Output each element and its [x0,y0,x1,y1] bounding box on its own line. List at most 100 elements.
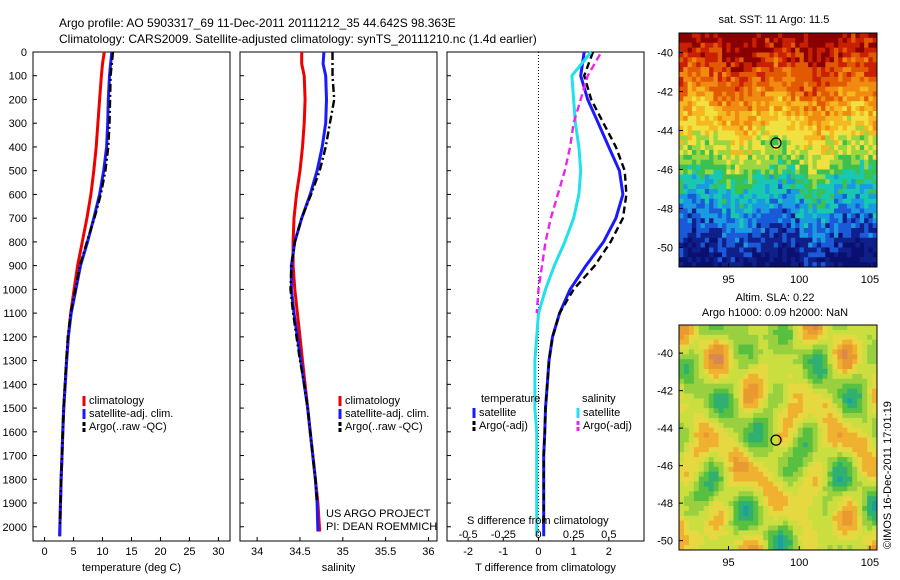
sst_map-cell [842,242,848,249]
sla_map-cell [842,515,848,522]
sla_map-cell [817,422,824,429]
sla_map-cell [763,496,769,502]
sst_map-cell [691,125,697,132]
sst_map-cell [786,169,792,175]
sst_map-cell [864,120,869,127]
sla_map-cell [802,505,809,512]
sst_map-cell [704,262,710,268]
sst_map-cell [808,37,813,44]
sst_map-cell [679,174,684,180]
sst_map-cell [829,169,835,175]
sla_map-cell [713,329,720,336]
sla_map-cell [748,486,754,492]
sst_map-cell [864,67,869,73]
sla_map-cell [698,378,705,385]
sst_map-cell [803,237,809,244]
sst_map-cell [726,218,732,224]
sla_map-cell [827,393,833,399]
sla_map-cell [703,471,710,478]
sst_map-cell [683,223,689,229]
sla_map-cell [698,461,705,468]
sla_map-cell [768,388,774,394]
sst_map-cell [730,232,736,239]
sst_map-cell [709,203,714,210]
sst_map-cell [786,208,792,214]
sla_map-cell [847,496,853,502]
sla_map-cell [867,388,873,394]
sst_map-cell [760,81,766,88]
sst_map-cell [799,169,805,175]
sst_map-cell [829,47,835,54]
sst_map-cell [778,111,783,117]
sst_map-cell [872,106,878,112]
sst_map-cell [778,52,783,58]
sst_map-cell [743,106,749,112]
sst_map-cell [730,130,736,136]
sst_map-cell [864,33,869,39]
sst_map-cell [846,184,852,190]
sst_map-cell [709,120,714,127]
sla_map-cell [832,417,838,424]
credit-label: ©IMOS 16-Dec-2011 17:01:19 [882,401,894,549]
temperature-ytick-label: 1300 [3,356,27,368]
sla_map-cell [733,545,739,551]
sla_map-cell [733,457,739,463]
sst_map-cell [765,193,770,200]
sla_map-cell [758,339,764,346]
sla_map-cell [728,417,734,424]
sst_map-cell [700,242,706,249]
sla_map-cell [743,413,749,419]
sla_map-cell [753,452,759,458]
sst_map-cell [872,37,878,44]
sst_map-cell [713,42,719,49]
difference-profile-panel: -2 -1 0 1 2T difference from climatology-0.5… [446,51,645,574]
sst_map-cell [691,57,697,63]
sla_map-cell [852,388,858,394]
sst_map-cell [752,193,757,200]
sla_map-cell [807,442,814,448]
sst_map-cell [756,164,762,171]
sla_map-cell [832,525,838,531]
sla_map-cell [753,432,759,438]
sst_map-cell [722,169,727,175]
sla_map-cell [723,466,729,473]
sla_map-cell [768,432,774,438]
sla_map-cell [713,432,720,438]
sla_map-cell [792,378,799,385]
sst_map-cell [739,193,745,200]
sst_map-cell [696,184,702,190]
sla_map-cell [763,515,769,522]
sst_map-cell [778,174,783,180]
sst_map-cell [808,96,813,102]
sla_map-cell [679,486,685,492]
sla_map-cell [698,491,705,497]
sst_map-cell [872,232,878,239]
sst_map-cell [855,62,861,68]
sla_map-cell [872,525,878,531]
sla_map-cell [763,505,769,512]
sla_map-cell [852,486,858,492]
sla_map-cell [708,344,715,350]
sst_map-cell [747,145,753,151]
sla_map-cell [778,530,784,536]
sla_map-cell [822,481,828,487]
sst_map-cell [730,150,736,156]
sst_map-cell [773,193,779,200]
sla_map-ytick-label: -50 [657,536,673,548]
sla_map-cell [718,481,725,487]
sla_map-cell [787,422,794,429]
sst_map-cell [859,193,865,200]
sst_map-cell [782,208,788,214]
sla_map-cell [723,515,729,522]
sst_map-cell [812,76,818,83]
sla_map-cell [773,344,779,350]
sla_map-cell [827,334,833,341]
sst_map-cell [864,125,869,132]
sst_map-cell [717,33,723,39]
sla_map-cell [817,344,824,350]
sst_map-cell [769,242,775,249]
sla_map-cell [698,476,705,483]
sst_map-cell [713,208,719,214]
sla_map-cell [842,344,848,350]
sst_map-cell [851,232,856,239]
